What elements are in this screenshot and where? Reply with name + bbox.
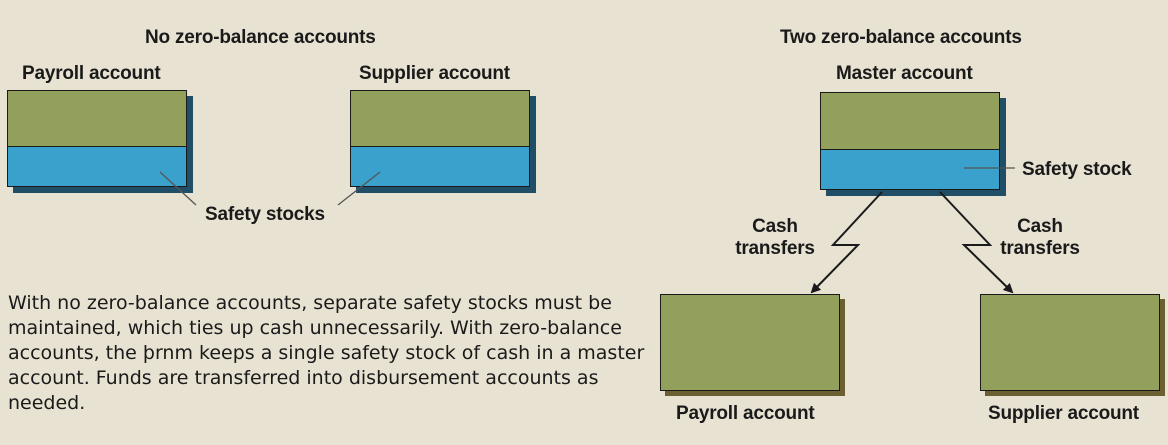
leader-line-supplier	[337, 171, 381, 206]
left-supplier-account	[350, 90, 530, 187]
cash-transfer-arrow-right	[939, 191, 1014, 294]
master-account	[820, 92, 1000, 190]
cash-transfer-arrow-left	[810, 191, 883, 294]
disbursement-payroll-account	[660, 294, 840, 391]
cash-transfers-left-line1: Cash	[752, 216, 798, 237]
leader-line-payroll	[159, 171, 197, 206]
left-supplier-safety-stock	[351, 146, 529, 186]
left-payroll-label: Payroll account	[22, 63, 161, 84]
left-supplier-label: Supplier account	[359, 63, 510, 84]
cash-transfers-left-line2: transfers	[735, 238, 815, 259]
master-safety-stock	[821, 149, 999, 189]
explanation-caption: With no zero-balance accounts, separate …	[8, 292, 645, 414]
safety-stocks-label: Safety stocks	[205, 204, 325, 225]
left-payroll-safety-stock	[8, 146, 186, 186]
cash-transfers-right-line2: transfers	[1000, 238, 1080, 259]
cash-transfers-right-label: Cash transfers	[995, 216, 1085, 260]
left-payroll-funds	[8, 91, 186, 146]
master-account-label: Master account	[836, 63, 973, 84]
master-safety-stock-label: Safety stock	[1022, 159, 1132, 180]
disbursement-supplier-account	[980, 294, 1160, 391]
cash-transfers-right-line1: Cash	[1017, 216, 1063, 237]
disbursement-supplier-label: Supplier account	[988, 403, 1139, 424]
disbursement-payroll-label: Payroll account	[676, 403, 815, 424]
cash-transfers-left-label: Cash transfers	[730, 216, 820, 260]
right-heading: Two zero-balance accounts	[780, 27, 1022, 48]
master-funds	[821, 93, 999, 149]
left-heading: No zero-balance accounts	[145, 27, 376, 48]
left-supplier-funds	[351, 91, 529, 146]
left-payroll-account	[7, 90, 187, 187]
